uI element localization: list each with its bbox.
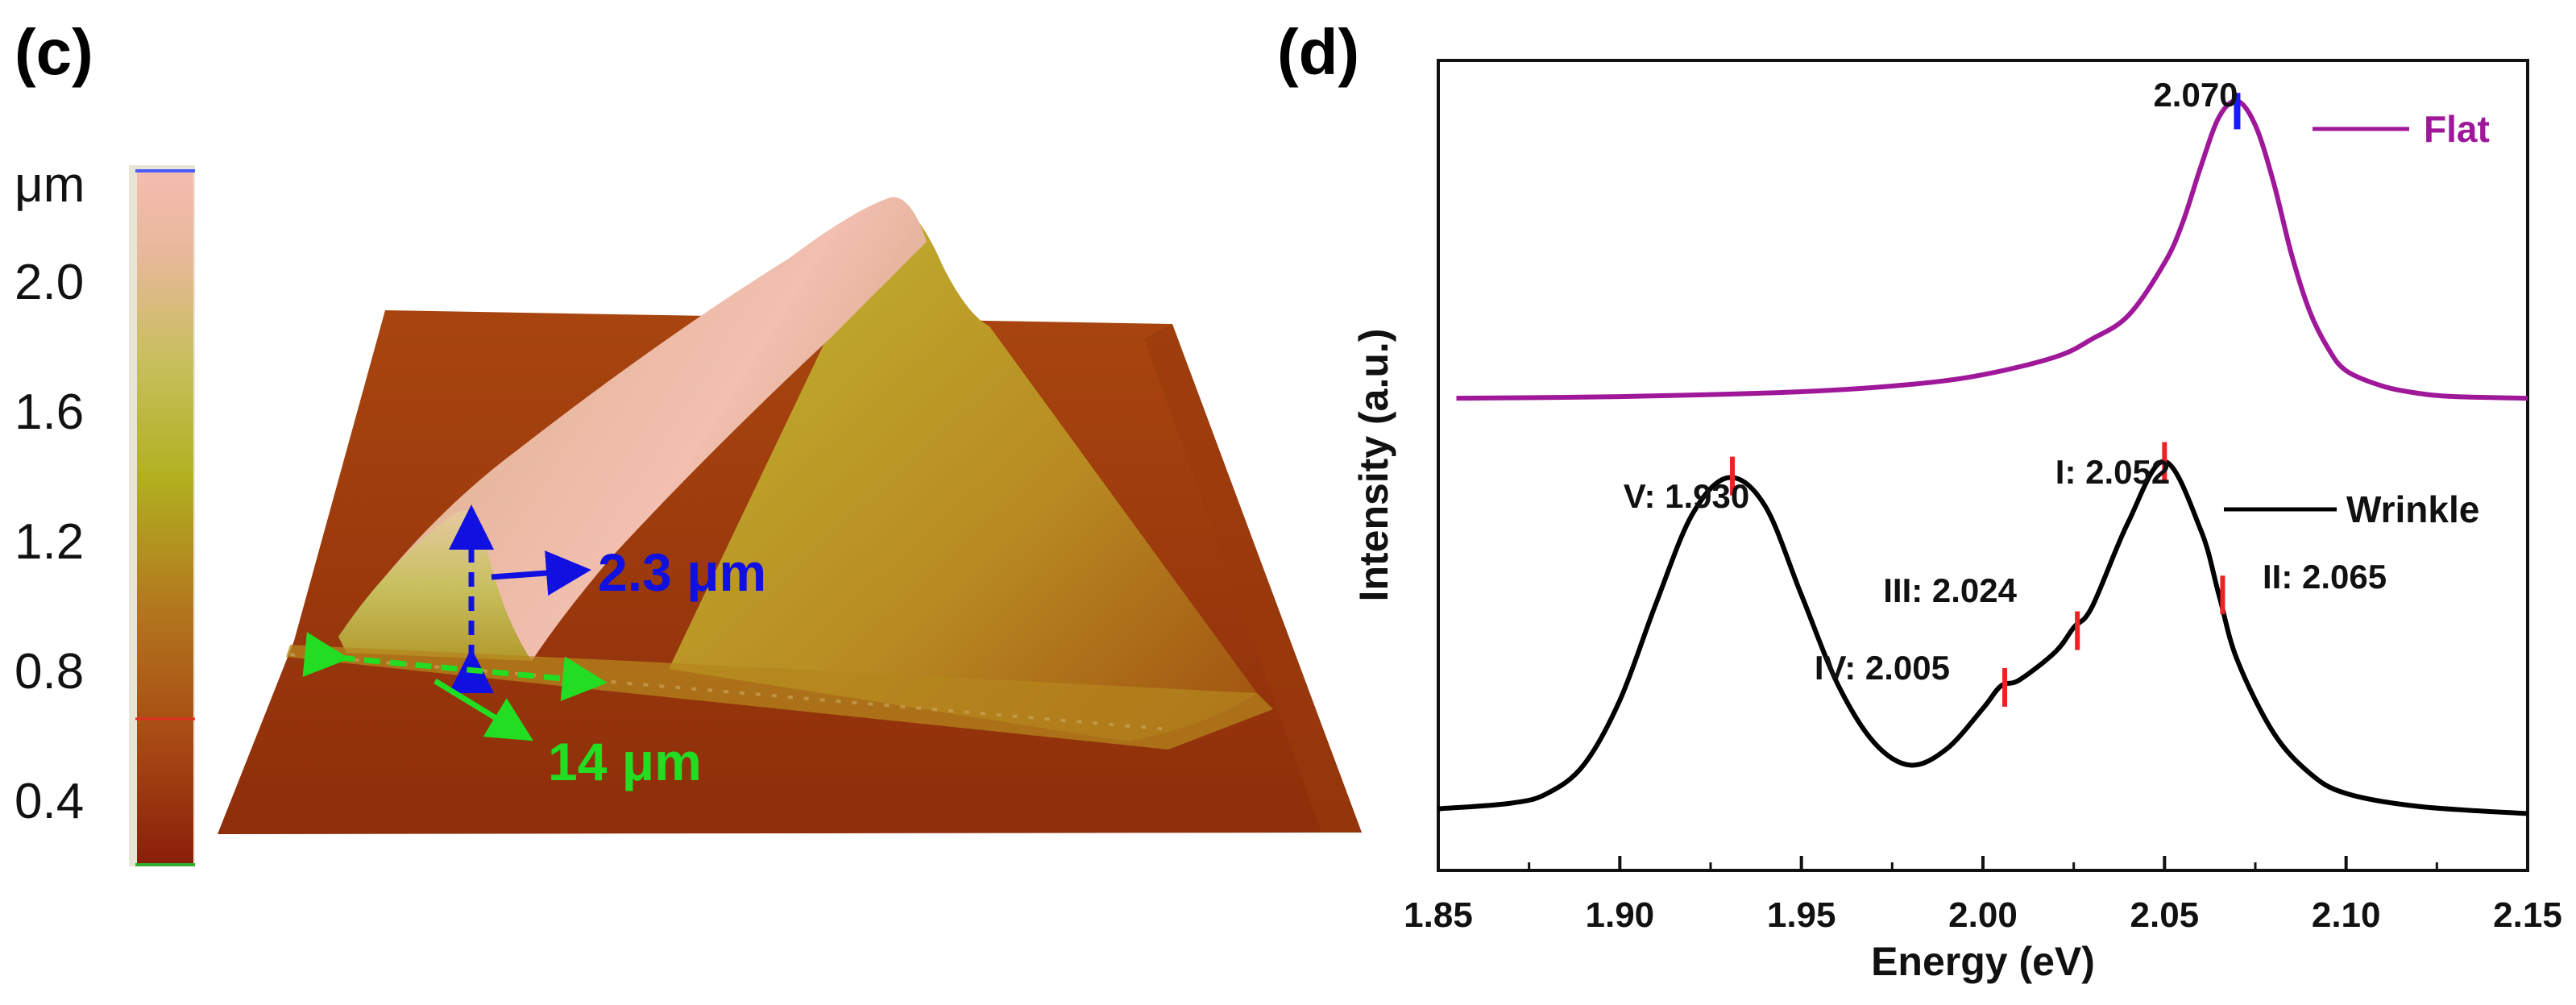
- x-tick-label: 1.95: [1767, 895, 1836, 935]
- peak-label-III: III: 2.024: [1883, 571, 2017, 609]
- flat-peak-label: 2.070: [2153, 76, 2238, 114]
- x-tick-label: 2.15: [2493, 895, 2562, 935]
- peak-labels: 2.070 V: 1.930 IV: 2.005 III: 2.024 I: 2…: [1624, 76, 2387, 687]
- x-tick-label: 1.90: [1586, 895, 1655, 935]
- width-arrow-horizontal: [302, 632, 608, 701]
- peak-label-II: II: 2.065: [2263, 558, 2387, 596]
- legend-wrinkle-label: Wrinkle: [2346, 488, 2479, 530]
- colorbar-tick-label: 0.4: [15, 774, 84, 829]
- colorbar: μm 2.0 1.6 1.2 0.8 0.4: [15, 157, 195, 866]
- panel-d-label: (d): [1277, 16, 1359, 88]
- x-tick-label: 2.00: [1948, 895, 2018, 935]
- series-line-flat: [1456, 98, 2528, 401]
- height-pointer-arrow: [491, 550, 591, 596]
- colorbar-unit: μm: [15, 157, 85, 213]
- colorbar-tick-label: 0.8: [15, 644, 84, 700]
- x-axis-ticks: [1437, 856, 2529, 870]
- legend-flat-label: Flat: [2424, 108, 2490, 150]
- x-tick-label: 1.85: [1404, 895, 1473, 935]
- x-tick-label: 2.10: [2312, 895, 2381, 935]
- x-tick-label: 2.05: [2130, 895, 2200, 935]
- panel-d: (d) 1.85 1.90 1.95 2.00 2.05 2.10 2.15 Energy …: [1277, 16, 2562, 984]
- colorbar-tick-label: 1.2: [15, 514, 84, 570]
- colorbar-gradient: [137, 172, 193, 863]
- panel-c: (c) μm 2.0 1.6 1.2 0.8 0.4: [15, 16, 1362, 866]
- peak-label-I: I: 2.052: [2055, 453, 2170, 491]
- afm-topography: 2.3 μm 14 μm: [218, 197, 1362, 834]
- plot-frame: [1437, 59, 2529, 872]
- peak-label-V: V: 1.930: [1624, 477, 1749, 515]
- x-axis-title: Energy (eV): [1871, 939, 2095, 984]
- panel-c-label: (c): [15, 16, 93, 88]
- series-line-wrinkle: [1437, 459, 2528, 816]
- width-annotation: 14 μm: [548, 732, 702, 791]
- y-axis-title: Intensity (a.u.): [1351, 329, 1396, 602]
- colorbar-tick-label: 2.0: [15, 255, 84, 310]
- colorbar-tick-label: 1.6: [15, 384, 84, 440]
- substrate-edge-shade: [1144, 324, 1362, 833]
- x-axis-tick-labels: 1.85 1.90 1.95 2.00 2.05 2.10 2.15: [1404, 895, 2562, 935]
- width-pointer-arrow: [433, 679, 533, 741]
- height-annotation: 2.3 μm: [598, 542, 766, 602]
- peak-markers: [1730, 93, 2241, 707]
- legend: Flat Wrinkle: [2224, 108, 2490, 530]
- spectrum-curves: [1437, 98, 2528, 816]
- wrinkle-ridge-side: [669, 200, 1257, 741]
- peak-label-IV: IV: 2.005: [1815, 649, 1950, 687]
